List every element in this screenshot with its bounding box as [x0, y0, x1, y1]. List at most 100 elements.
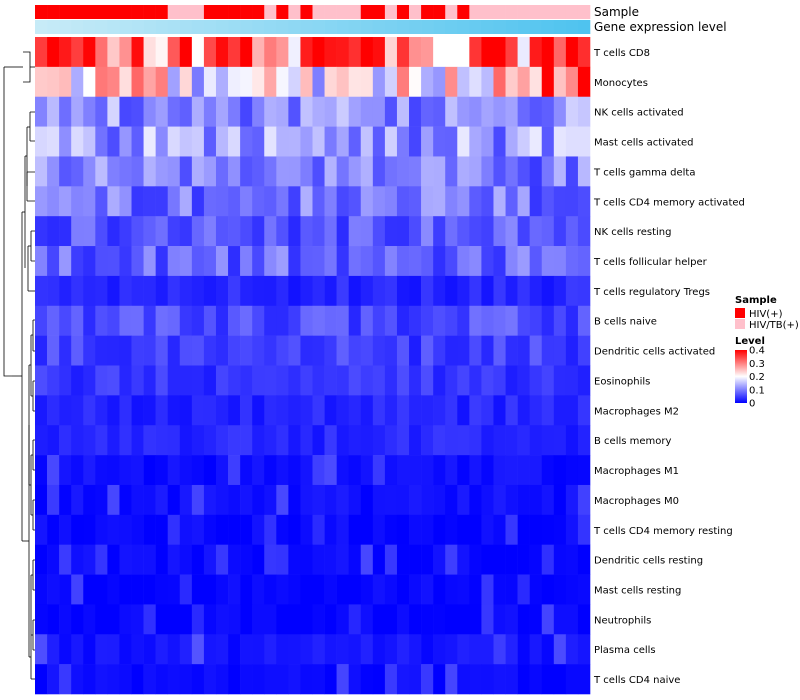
heatmap-cell: [421, 305, 434, 336]
heatmap-cell: [445, 664, 458, 695]
heatmap-cell: [372, 514, 386, 545]
heatmap-cell: [143, 514, 156, 545]
heatmap-cell: [565, 66, 579, 98]
heatmap-cell: [541, 365, 555, 396]
heatmap-cell: [577, 664, 591, 695]
heatmap-cell: [179, 574, 193, 605]
heatmap-cell: [215, 514, 229, 545]
heatmap-cell: [553, 156, 567, 187]
sample-annotation-cell: [288, 5, 301, 19]
heatmap-cell: [276, 514, 289, 545]
heatmap-cell: [264, 664, 277, 695]
heatmap-cell: [35, 634, 48, 665]
heatmap-cell: [131, 664, 144, 695]
heatmap-cell: [384, 275, 398, 307]
heatmap-cell: [47, 66, 60, 98]
heatmap-cell: [131, 484, 144, 516]
row-label: T cells follicular helper: [593, 257, 708, 268]
heatmap-cell: [240, 544, 253, 575]
heatmap-cell: [228, 216, 241, 247]
heatmap-cell: [143, 156, 156, 187]
heatmap-cell: [35, 544, 48, 575]
sample-annotation-cell: [252, 5, 265, 19]
heatmap-cell: [517, 37, 530, 68]
heatmap-cell: [541, 186, 555, 217]
heatmap-cell: [143, 335, 156, 366]
heatmap-cell: [179, 335, 193, 366]
heatmap-cell: [107, 574, 120, 605]
heatmap-cell: [59, 305, 72, 336]
heatmap-cell: [457, 186, 470, 217]
heatmap-cell: [421, 574, 434, 605]
heatmap-cell: [421, 484, 434, 516]
heatmap-cell: [215, 455, 229, 486]
heatmap-cell: [107, 484, 120, 516]
heatmap-cell: [324, 126, 337, 157]
gene-expression-cell: [95, 20, 108, 34]
heatmap-cell: [119, 275, 132, 307]
heatmap-cell: [360, 66, 374, 98]
heatmap-cell: [565, 335, 579, 366]
heatmap-cell: [179, 156, 193, 187]
heatmap-cell: [143, 544, 156, 575]
heatmap-cell: [276, 455, 289, 486]
heatmap-cell: [336, 216, 349, 247]
sample-legend-swatch: [735, 319, 745, 329]
heatmap-cell: [553, 514, 567, 545]
heatmap-cell: [517, 216, 530, 247]
heatmap-cell: [312, 156, 325, 187]
heatmap-cell: [252, 664, 265, 695]
heatmap-cell: [83, 37, 96, 68]
heatmap-cell: [493, 604, 506, 635]
heatmap-cell: [457, 66, 470, 98]
heatmap-cell: [143, 66, 156, 98]
sample-annotation-cell: [445, 5, 458, 19]
heatmap-cell: [384, 96, 398, 127]
heatmap-cell: [252, 275, 265, 307]
heatmap-cell: [445, 365, 458, 396]
heatmap-cell: [553, 66, 567, 98]
heatmap-cell: [119, 484, 132, 516]
heatmap-cell: [517, 246, 530, 277]
heatmap-cell: [143, 96, 156, 127]
heatmap-cell: [481, 126, 494, 157]
heatmap-cell: [324, 604, 337, 635]
heatmap-cell: [131, 455, 144, 486]
heatmap-cell: [155, 514, 169, 545]
heatmap-cell: [276, 275, 289, 307]
sample-annotation-cell: [517, 5, 530, 19]
heatmap-cell: [324, 574, 337, 605]
sample-annotation-cell: [565, 5, 579, 19]
heatmap-cell: [203, 425, 217, 456]
gene-expression-cell: [215, 20, 229, 34]
heatmap-cell: [384, 634, 398, 665]
heatmap-cell: [228, 664, 241, 695]
heatmap-cell: [409, 37, 422, 68]
heatmap-cell: [445, 574, 458, 605]
heatmap-cell: [372, 186, 386, 217]
heatmap-cell: [131, 275, 144, 307]
heatmap-cell: [409, 96, 422, 127]
heatmap-cell: [324, 275, 337, 307]
heatmap-cell: [203, 96, 217, 127]
heatmap-cell: [288, 275, 301, 307]
heatmap-cell: [191, 186, 205, 217]
heatmap-cell: [155, 66, 169, 98]
heatmap-cell: [505, 96, 518, 127]
gene-expression-cell: [300, 20, 313, 34]
heatmap-cell: [155, 664, 169, 695]
heatmap-cell: [457, 574, 470, 605]
heatmap-cell: [493, 126, 506, 157]
heatmap-cell: [203, 126, 217, 157]
heatmap-cell: [276, 126, 289, 157]
heatmap-cell: [191, 156, 205, 187]
heatmap-cell: [481, 664, 494, 695]
heatmap-cell: [409, 275, 422, 307]
heatmap-cell: [457, 246, 470, 277]
heatmap-cell: [396, 484, 410, 516]
heatmap-cell: [577, 335, 591, 366]
sample-annotation-cell: [529, 5, 543, 19]
heatmap-cell: [336, 335, 349, 366]
heatmap-cell: [107, 604, 120, 635]
heatmap-cell: [529, 126, 543, 157]
